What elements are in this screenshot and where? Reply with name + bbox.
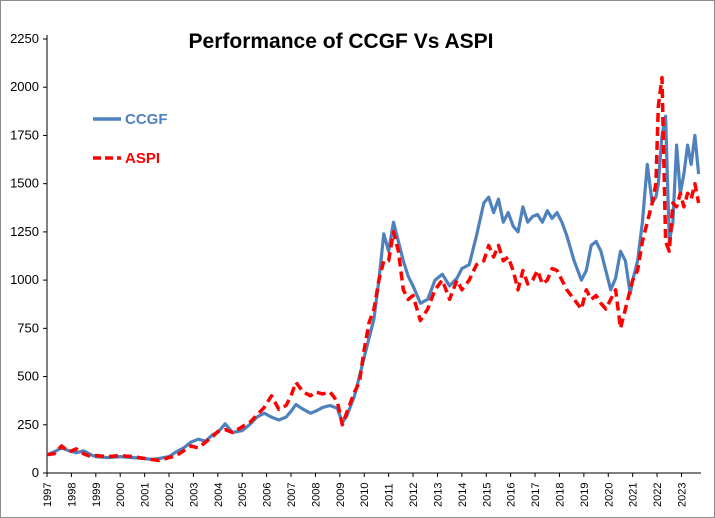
x-tick-label: 2000 bbox=[115, 483, 127, 507]
x-tick-label: 2008 bbox=[310, 483, 322, 507]
legend-label-ccgf: CCGF bbox=[125, 111, 168, 128]
x-tick-label: 2016 bbox=[506, 483, 518, 507]
axes bbox=[46, 35, 701, 474]
x-tick-label: 1999 bbox=[91, 483, 103, 507]
x-tick-label: 2014 bbox=[457, 483, 469, 507]
x-tick-label: 2009 bbox=[335, 483, 347, 507]
chart-title: Performance of CCGF Vs ASPI bbox=[189, 30, 494, 53]
x-axis-ticks: 1997 1998 1999 2000 2001 2002 2003 2004 2005 2006… bbox=[42, 473, 688, 507]
x-tick-label: 2017 bbox=[530, 483, 542, 507]
x-tick-label: 2013 bbox=[432, 483, 444, 507]
x-tick-label: 2002 bbox=[164, 483, 176, 507]
y-tick-label: 2250 bbox=[10, 31, 39, 46]
x-tick-label: 2007 bbox=[286, 483, 298, 507]
legend-label-aspi: ASPI bbox=[125, 150, 160, 167]
y-axis-ticks: 0 250 500 750 1000 1250 1500 1750 2000 2250 bbox=[10, 31, 47, 480]
x-tick-label: 2003 bbox=[188, 483, 200, 507]
x-tick-label: 2005 bbox=[237, 483, 249, 507]
x-tick-label: 2021 bbox=[628, 483, 640, 507]
x-tick-label: 2015 bbox=[481, 483, 493, 507]
x-tick-label: 2020 bbox=[603, 483, 615, 507]
x-tick-label: 2019 bbox=[579, 483, 591, 507]
x-tick-label: 2012 bbox=[408, 483, 420, 507]
x-tick-label: 2018 bbox=[554, 483, 566, 507]
x-tick-label: 2023 bbox=[676, 483, 688, 507]
x-tick-label: 2001 bbox=[140, 483, 152, 507]
y-tick-label: 1250 bbox=[10, 224, 39, 239]
x-tick-label: 2004 bbox=[213, 483, 225, 507]
y-tick-label: 750 bbox=[17, 320, 39, 335]
x-tick-label: 2006 bbox=[262, 483, 274, 507]
x-tick-label: 1998 bbox=[66, 483, 78, 507]
series-line-aspi bbox=[46, 75, 701, 463]
y-tick-label: 500 bbox=[17, 369, 39, 384]
y-tick-label: 0 bbox=[32, 465, 39, 480]
series-line-ccgf bbox=[46, 114, 701, 462]
x-tick-label: 1997 bbox=[42, 483, 54, 507]
y-tick-label: 1750 bbox=[10, 127, 39, 142]
x-tick-label: 2011 bbox=[384, 483, 396, 507]
y-tick-label: 2000 bbox=[10, 79, 39, 94]
x-tick-label: 2010 bbox=[359, 483, 371, 507]
series-layer bbox=[46, 75, 701, 463]
y-tick-label: 250 bbox=[17, 417, 39, 432]
legend: CCGF ASPI bbox=[93, 111, 168, 167]
x-tick-label: 2022 bbox=[652, 483, 664, 507]
y-tick-label: 1500 bbox=[10, 176, 39, 191]
y-tick-label: 1000 bbox=[10, 272, 39, 287]
